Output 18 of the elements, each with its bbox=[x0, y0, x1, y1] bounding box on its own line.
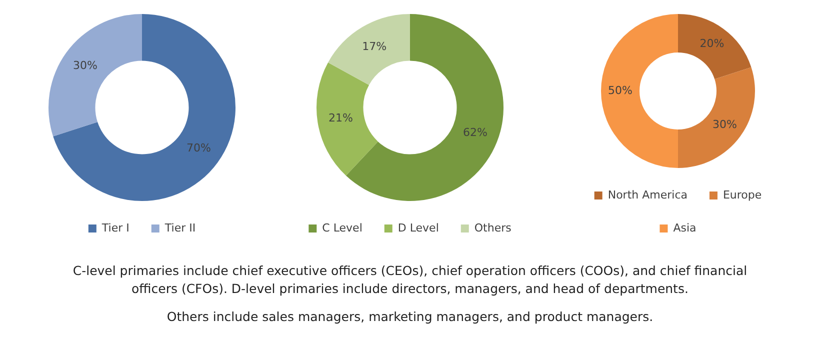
data-label: 21% bbox=[328, 111, 353, 124]
legend-label: North America bbox=[608, 188, 688, 202]
legend-label: Others bbox=[474, 221, 512, 234]
legend-label: C Level bbox=[322, 221, 362, 234]
text: C-level primaries include chief executive officers (CEOs), chief operation officers (COOs), and chief financial officers (CFOs). D-level primaries include directors, managers, and head of departments. bbox=[72, 262, 748, 298]
text: Others include sales managers, marketing managers, and product managers. bbox=[166, 308, 654, 326]
data-label: 62% bbox=[462, 126, 488, 140]
data-label: 20% bbox=[700, 37, 724, 50]
legend-label: Tier I bbox=[100, 221, 130, 234]
data-label: 17% bbox=[362, 40, 387, 53]
legend-label: Europe bbox=[722, 188, 762, 202]
legend-label: Tier II bbox=[164, 221, 196, 234]
legend-label: Asia bbox=[673, 221, 696, 234]
legend-label: D Level bbox=[398, 221, 439, 234]
data-label: 30% bbox=[712, 118, 737, 131]
data-label: 30% bbox=[73, 59, 98, 72]
data-label: 70% bbox=[186, 142, 211, 155]
data-label: 50% bbox=[608, 84, 632, 97]
